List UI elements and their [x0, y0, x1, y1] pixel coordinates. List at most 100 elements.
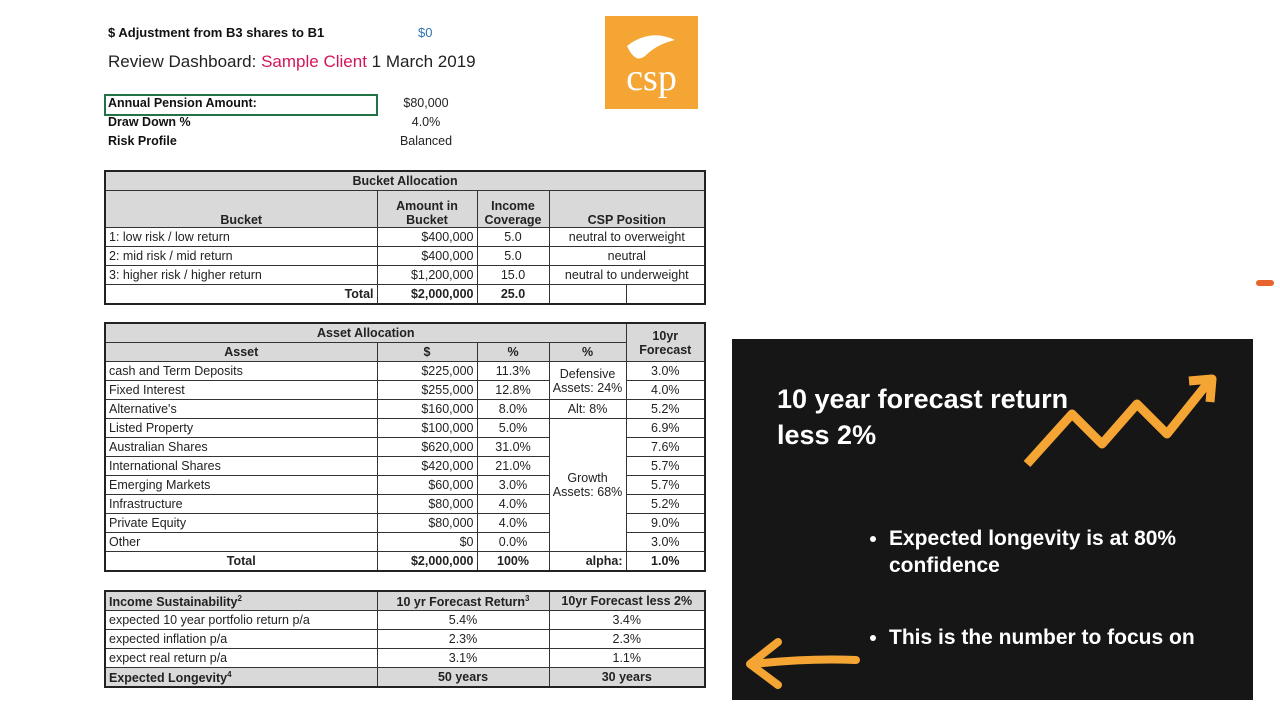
- footnote: 3: [525, 594, 530, 604]
- table-cell: Fixed Interest: [104, 380, 378, 400]
- panel-heading: 10 year forecast return less 2%: [777, 384, 1069, 450]
- table-cell: 31.0%: [476, 437, 550, 457]
- table-cell: Bucket Allocation: [104, 170, 706, 191]
- table-row: expected 10 year portfolio return p/a 5.4…: [104, 610, 706, 630]
- logo-mark: [627, 35, 675, 59]
- table-cell: 3.0%: [625, 361, 706, 381]
- table-cell: $: [376, 342, 478, 362]
- table-cell: 25.0: [476, 284, 550, 305]
- table-cell: 3.0%: [625, 532, 706, 552]
- table-cell: 5.4%: [376, 610, 550, 630]
- table-cell: 1.1%: [548, 648, 706, 668]
- table-cell: 5.7%: [625, 456, 706, 476]
- table-cell: %: [476, 342, 550, 362]
- bullet: Expected longevity is at 80% confidence: [889, 525, 1219, 579]
- table-cell: Defensive Assets: 24%: [548, 361, 627, 400]
- table-cell: 4.0%: [476, 513, 550, 533]
- footnote: 2: [237, 594, 242, 604]
- table-cell: 3.0%: [476, 475, 550, 495]
- title-date: 1 March 2019: [371, 52, 476, 71]
- adjustment-value: $0: [418, 25, 433, 40]
- table-cell: 15.0: [476, 265, 550, 285]
- bucket-table: Bucket Allocation Bucket Amount in Bucket I…: [104, 170, 707, 305]
- table-row: Private Equity $80,000 4.0% 9.0%: [104, 513, 706, 533]
- table-cell: 50 years: [376, 667, 550, 688]
- table-cell: 2.3%: [376, 629, 550, 649]
- table-cell: Total: [104, 284, 378, 305]
- table-cell: 4.0%: [476, 494, 550, 514]
- table-cell: Expected Longevity4: [104, 667, 378, 688]
- table-cell: Alt: 8%: [548, 399, 627, 419]
- table-cell: neutral to underweight: [548, 265, 706, 285]
- pointer-arrow: [746, 638, 860, 689]
- table-row: Other $0 0.0% 3.0%: [104, 532, 706, 552]
- table-row: 1: low risk / low return $400,000 5.0 neutr…: [104, 227, 706, 247]
- input-label: Annual Pension Amount:: [108, 96, 257, 110]
- table-cell: cash and Term Deposits: [104, 361, 378, 381]
- table-cell: $80,000: [376, 513, 478, 533]
- table-row: expect real return p/a 3.1% 1.1%: [104, 648, 706, 668]
- pointer-shaft: [749, 655, 860, 668]
- table-row: Infrastructure $80,000 4.0% 5.2%: [104, 494, 706, 514]
- table-cell: 100%: [476, 551, 550, 572]
- input-label: Draw Down %: [108, 115, 191, 129]
- table-row: Total $2,000,000 25.0: [104, 284, 706, 305]
- table-cell: Emerging Markets: [104, 475, 378, 495]
- table-cell: 3.1%: [376, 648, 550, 668]
- table-cell: 1.0%: [625, 551, 706, 572]
- table-cell: International Shares: [104, 456, 378, 476]
- table-row: Asset Allocation 10yr Forecast: [104, 322, 706, 362]
- table-row: Expected Longevity4 50 years 30 years: [104, 667, 706, 688]
- input-value: Balanced: [399, 134, 453, 148]
- table-cell: 5.0: [476, 246, 550, 266]
- table-cell: 5.2%: [625, 399, 706, 419]
- table-cell: 7.6%: [625, 437, 706, 457]
- table-cell: Other: [104, 532, 378, 552]
- table-cell: 8.0%: [476, 399, 550, 419]
- table-cell: $420,000: [376, 456, 478, 476]
- table-cell: alpha:: [548, 551, 627, 572]
- input-label: Risk Profile: [108, 134, 177, 148]
- table-cell: neutral to overweight: [548, 227, 706, 247]
- table-cell: Income Coverage: [476, 190, 550, 228]
- dashboard-title: Review Dashboard: Sample Client 1 March …: [108, 52, 476, 72]
- table-row: Bucket Allocation: [104, 170, 706, 191]
- table-row: cash and Term Deposits $225,000 11.3% Defen…: [104, 361, 706, 400]
- pointer-head: [746, 638, 782, 689]
- table-cell: $1,200,000: [376, 265, 478, 285]
- bullet-list: Expected longevity is at 80% confidence T…: [869, 525, 1219, 696]
- table-cell: $255,000: [376, 380, 478, 400]
- table-row: Bucket Amount in Bucket Income Coverage CSP…: [104, 190, 706, 228]
- table-cell: $60,000: [376, 475, 478, 495]
- selected-cell: [104, 94, 378, 116]
- table-row: Alternative's $160,000 8.0% Alt: 8% 5.2%: [104, 399, 706, 419]
- cursor-mark: [1256, 280, 1274, 286]
- empty-cell: [548, 284, 627, 305]
- logo-leaf: [627, 35, 675, 59]
- table-cell: 9.0%: [625, 513, 706, 533]
- table-cell: 11.3%: [476, 361, 550, 381]
- table-cell: Australian Shares: [104, 437, 378, 457]
- table-cell: Bucket: [104, 190, 378, 228]
- table-cell: %: [548, 342, 627, 362]
- trend-arrow: [1023, 374, 1217, 468]
- table-row: Listed Property $100,000 5.0% Growth Assets…: [104, 418, 706, 552]
- table-row: expected inflation p/a 2.3% 2.3%: [104, 629, 706, 649]
- table-cell: Growth Assets: 68%: [548, 418, 627, 552]
- table-cell: 5.0: [476, 227, 550, 247]
- table-cell: $400,000: [376, 246, 478, 266]
- table-cell: 2: mid risk / mid return: [104, 246, 378, 266]
- table-cell: 21.0%: [476, 456, 550, 476]
- table-cell: 4.0%: [625, 380, 706, 400]
- input-value: 4.0%: [411, 115, 441, 129]
- table-cell: $2,000,000: [376, 551, 478, 572]
- table-cell: Asset: [104, 342, 378, 362]
- table-cell: 10 yr Forecast Return3: [376, 590, 550, 611]
- table-cell: Amount in Bucket: [376, 190, 478, 228]
- table-cell: 5.0%: [476, 418, 550, 438]
- table-cell: 5.2%: [625, 494, 706, 514]
- table-cell: $0: [376, 532, 478, 552]
- logo: csp: [605, 16, 698, 109]
- table-cell: 2.3%: [548, 629, 706, 649]
- table-cell: 6.9%: [625, 418, 706, 438]
